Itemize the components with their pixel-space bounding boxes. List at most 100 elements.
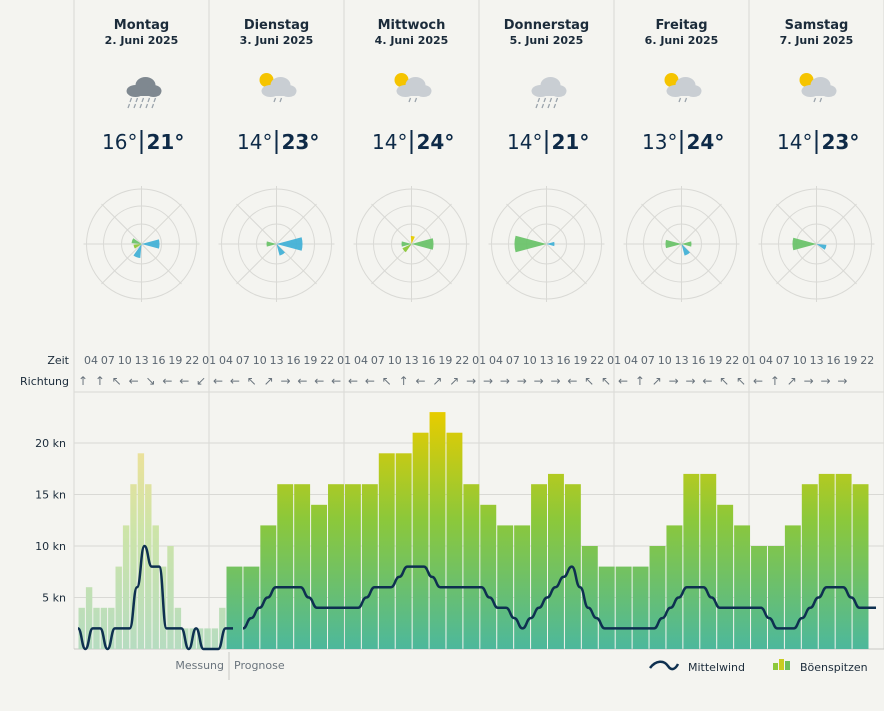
- hour-label: 01: [472, 354, 486, 367]
- wind-rose-petal: [276, 237, 303, 251]
- messung-label: Messung: [175, 659, 224, 672]
- hour-label: 19: [168, 354, 182, 367]
- direction-arrow: →: [466, 374, 476, 388]
- direction-arrow: ↑: [95, 374, 105, 388]
- hour-label: 01: [607, 354, 621, 367]
- direction-arrow: →: [837, 374, 847, 388]
- measured-gust-bar: [211, 628, 219, 649]
- direction-arrow: ↗: [652, 374, 662, 388]
- mean-wind-legend-icon: [649, 660, 680, 671]
- forecast-gust-bar: [700, 473, 717, 649]
- forecast-gust-bar: [548, 473, 564, 649]
- hour-label: 16: [422, 354, 436, 367]
- measured-gust-bar: [100, 607, 108, 649]
- y-tick-label: 15 kn: [35, 489, 66, 502]
- forecast-gust-bar: [480, 504, 497, 649]
- cloud-drizzle-icon: [531, 77, 567, 109]
- hour-label: 19: [303, 354, 317, 367]
- wind-rose-petal: [681, 244, 690, 256]
- direction-arrow: ↑: [78, 374, 88, 388]
- hour-label: 13: [135, 354, 149, 367]
- forecast-gust-bar: [734, 525, 751, 649]
- measured-gust-bar: [115, 566, 122, 649]
- wind-rose: [623, 186, 740, 302]
- temp-max: 23°: [822, 130, 860, 154]
- forecast-gust-bar: [751, 546, 767, 649]
- forecast-gust-bar: [835, 473, 852, 649]
- hour-label: 19: [843, 354, 857, 367]
- forecast-gust-bar: [632, 566, 649, 649]
- forecast-gust-bar: [446, 432, 463, 649]
- direction-arrow: ↗: [449, 374, 459, 388]
- temp-max: 21°: [147, 130, 185, 154]
- day-column-dividers: [73, 0, 884, 649]
- direction-arrow: →: [685, 374, 695, 388]
- measured-gust-bar: [219, 607, 226, 649]
- forecast-gust-bar: [514, 525, 531, 649]
- measured-gust-bar: [130, 484, 137, 649]
- gust-legend-icon: [773, 659, 790, 670]
- wind-rose: [353, 186, 470, 302]
- direction-arrow: ↘: [145, 374, 155, 388]
- hour-label: 10: [118, 354, 132, 367]
- wind-rose: [758, 186, 875, 302]
- richtung-label: Richtung: [20, 375, 69, 388]
- direction-arrow: ↖: [247, 374, 257, 388]
- hour-label: 04: [759, 354, 773, 367]
- direction-arrow: ↖: [112, 374, 122, 388]
- wind-rose-petal: [411, 238, 434, 250]
- hour-label: 19: [438, 354, 452, 367]
- gust-legend-label: Böenspitzen: [800, 661, 868, 674]
- temp-min: 14°: [237, 130, 272, 154]
- sun-cloud-drizzle-icon: [259, 73, 297, 103]
- day-date: 6. Juni 2025: [645, 34, 719, 47]
- hour-label: 16: [152, 354, 166, 367]
- prognose-label: Prognose: [234, 659, 285, 672]
- wind-chart: 5 kn 10 kn 15 kn 20 kn: [35, 391, 884, 651]
- day-date: 3. Juni 2025: [240, 34, 314, 47]
- day-date: 7. Juni 2025: [780, 34, 854, 47]
- direction-arrow: ←: [567, 374, 577, 388]
- measured-gust-bar: [85, 587, 93, 649]
- temperature-range: 16° 21°: [102, 130, 184, 154]
- wind-rose-petal: [546, 241, 555, 247]
- direction-arrow: →: [483, 374, 493, 388]
- direction-arrow: →: [820, 374, 830, 388]
- forecast-gust-bar: [463, 484, 480, 649]
- wind-rose-petal: [681, 241, 692, 247]
- hour-label: 10: [658, 354, 672, 367]
- temp-min: 14°: [507, 130, 542, 154]
- wind-rose-petal: [266, 241, 277, 247]
- hour-label: 16: [692, 354, 706, 367]
- direction-arrow: →: [280, 374, 290, 388]
- day-name: Dienstag: [244, 18, 309, 33]
- direction-arrow: ←: [348, 374, 358, 388]
- sun-cloud-drizzle-icon: [664, 73, 702, 103]
- direction-arrow: ↗: [787, 374, 797, 388]
- sun-cloud-drizzle-icon: [799, 73, 837, 103]
- forecast-gust-bar: [615, 566, 632, 649]
- forecast-gust-bar: [717, 504, 734, 649]
- temp-max: 23°: [282, 130, 320, 154]
- hour-label: 22: [320, 354, 334, 367]
- hour-label: 19: [708, 354, 722, 367]
- direction-arrow: →: [669, 374, 679, 388]
- hour-label: 04: [84, 354, 98, 367]
- forecast-gust-bar: [497, 525, 514, 649]
- temperature-range: 13° 24°: [642, 130, 724, 154]
- forecast-gust-bar: [328, 484, 344, 649]
- forecast-gust-bar: [429, 412, 446, 649]
- wind-rose-petal: [276, 244, 285, 256]
- wind-rose-petal: [401, 241, 412, 247]
- direction-arrow: ↑: [635, 374, 645, 388]
- hour-label: 22: [860, 354, 874, 367]
- forecast-gust-bar: [395, 453, 412, 649]
- temperature-range: 14° 23°: [237, 130, 319, 154]
- wind-rose: [83, 186, 200, 302]
- measured-gust-bar: [122, 525, 130, 649]
- wind-rose: [218, 186, 335, 302]
